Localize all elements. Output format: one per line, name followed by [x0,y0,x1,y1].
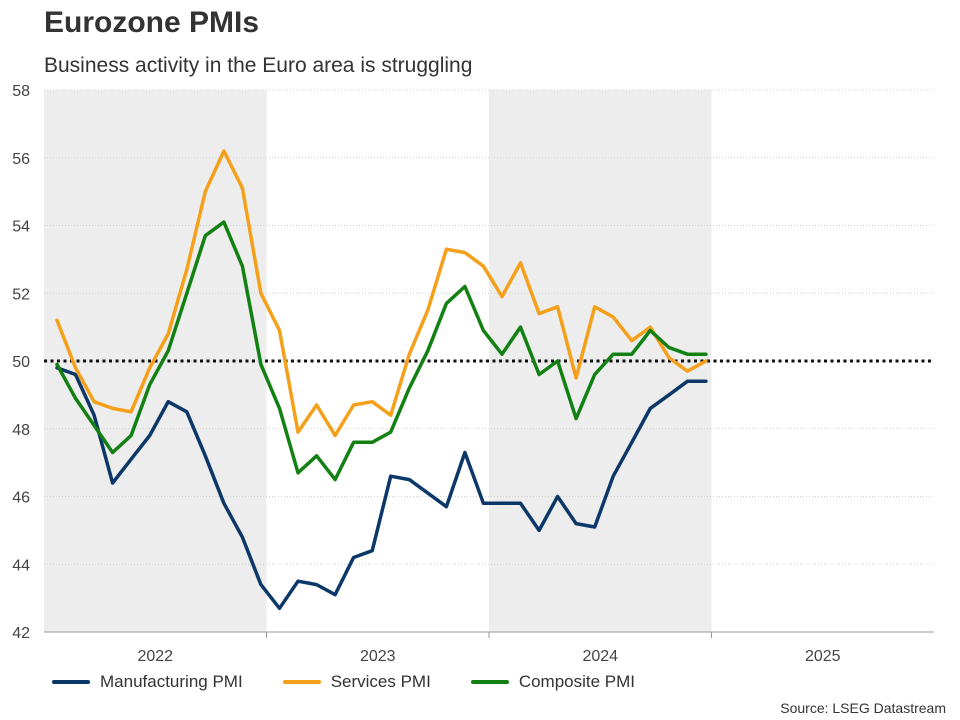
line-chart: 42 44 46 48 50 52 54 56 58 2022 2023 2024 2025 [12,83,934,665]
x-tick-label: 2024 [582,648,618,665]
legend-swatch-services [282,680,321,684]
y-tick-label: 58 [12,83,30,100]
x-tick-label: 2025 [805,648,841,665]
y-tick-label: 56 [12,151,30,168]
year-band-2024 [489,90,712,632]
y-tick-label: 42 [12,625,30,642]
chart-title: Eurozone PMIs [44,6,260,39]
legend-item-manufacturing: Manufacturing PMI [52,672,243,692]
y-tick-label: 44 [12,557,30,574]
composite-pmi-line [55,220,708,482]
manufacturing-pmi-line [55,366,708,611]
y-tick-label: 48 [12,422,30,439]
legend-label-composite: Composite PMI [518,672,636,691]
legend-swatch-composite [470,680,509,684]
y-tick-label: 52 [12,286,30,303]
x-tick-label: 2022 [137,648,173,665]
y-tick-label: 46 [12,490,30,507]
legend-label-services: Services PMI [330,672,431,691]
chart-legend: Manufacturing PMI Services PMI Composite… [52,672,675,692]
x-tick-label: 2023 [360,648,396,665]
legend-item-services: Services PMI [282,672,431,692]
legend-item-composite: Composite PMI [470,672,636,692]
legend-label-manufacturing: Manufacturing PMI [100,672,243,691]
chart-subtitle: Business activity in the Euro area is st… [44,54,473,77]
legend-swatch-manufacturing [52,680,90,684]
services-pmi-line [55,149,708,438]
y-tick-label: 54 [12,219,30,236]
source-note: Source: LSEG Datastream [780,700,946,716]
y-tick-label: 50 [12,354,30,371]
